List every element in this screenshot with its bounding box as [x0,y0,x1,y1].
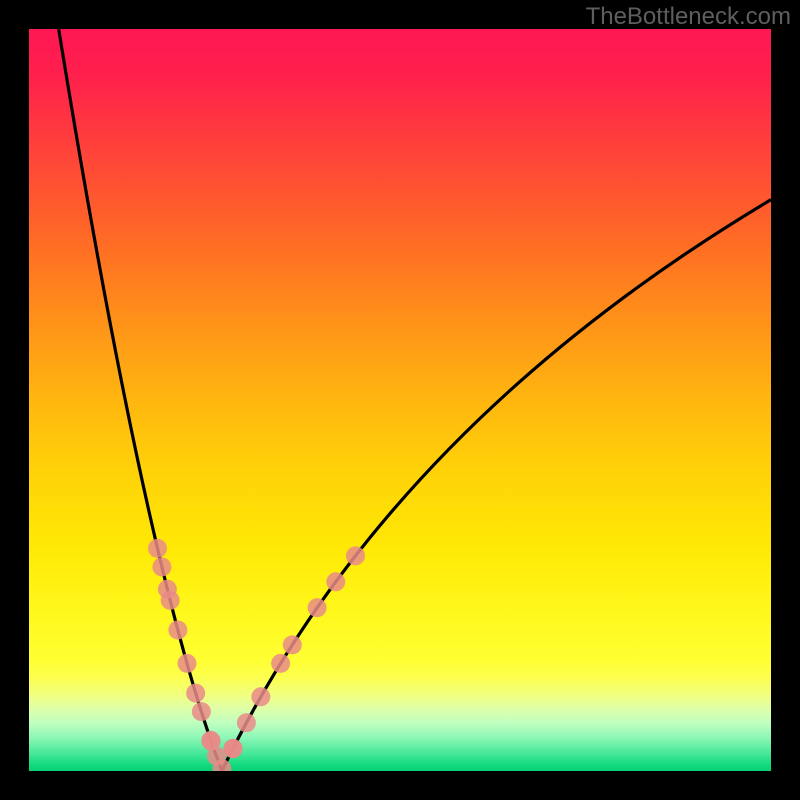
data-marker [192,702,211,721]
data-marker [201,731,220,750]
data-marker [178,654,197,673]
data-marker [346,546,365,565]
data-marker [251,687,270,706]
data-marker [152,557,171,576]
bottleneck-chart [0,0,800,800]
data-marker [186,684,205,703]
data-marker [308,598,327,617]
data-marker [223,739,242,758]
data-marker [237,713,256,732]
data-marker [326,572,345,591]
data-marker [271,654,290,673]
gradient-background [29,29,771,771]
data-marker [168,621,187,640]
data-marker [148,539,167,558]
data-marker [283,635,302,654]
data-marker [212,759,231,778]
watermark-text: TheBottleneck.com [586,3,791,31]
data-marker [161,591,180,610]
